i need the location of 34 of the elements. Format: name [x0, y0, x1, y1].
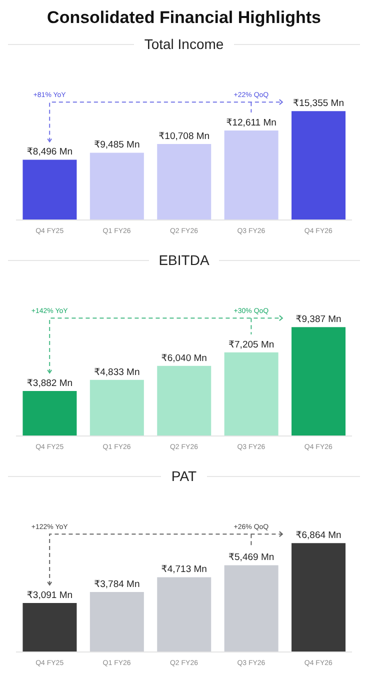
data-label: ₹7,205 Mn [228, 339, 274, 350]
data-label: ₹6,864 Mn [296, 530, 342, 542]
bar [90, 380, 144, 436]
data-label: ₹12,611 Mn [226, 118, 276, 129]
bar [292, 543, 346, 652]
bar [22, 602, 77, 652]
data-label: ₹6,040 Mn [161, 352, 207, 364]
bar [157, 144, 212, 220]
data-label: ₹9,485 Mn [94, 140, 140, 151]
bar [157, 366, 212, 436]
bar [22, 390, 77, 436]
bar [90, 152, 144, 220]
data-label: ₹5,469 Mn [228, 552, 274, 564]
data-label: ₹4,713 Mn [161, 564, 207, 576]
data-label: ₹3,784 Mn [94, 578, 140, 590]
data-label: ₹8,496 Mn [26, 146, 73, 158]
data-label: ₹10,708 Mn [158, 131, 210, 142]
bar [157, 577, 212, 652]
chart-subtitle: Total Income [144, 36, 224, 52]
bar [292, 327, 346, 436]
data-label: ₹15,355 Mn [293, 98, 344, 110]
chart-title: Consolidated Financial Highlights [46, 8, 322, 28]
bar [224, 565, 278, 652]
bar [90, 592, 144, 652]
data-label: ₹4,833 Mn [94, 366, 140, 378]
data-label: ₹3,882 Mn [26, 378, 73, 389]
data-label: ₹3,091 Mn [26, 590, 73, 601]
chart-title: PAT [171, 468, 197, 484]
bar [224, 130, 278, 220]
chart-title: EBITDA [158, 252, 210, 268]
bar [22, 160, 77, 220]
bar [224, 352, 278, 436]
bar [292, 111, 346, 220]
data-label: ₹9,387 Mn [296, 314, 342, 326]
